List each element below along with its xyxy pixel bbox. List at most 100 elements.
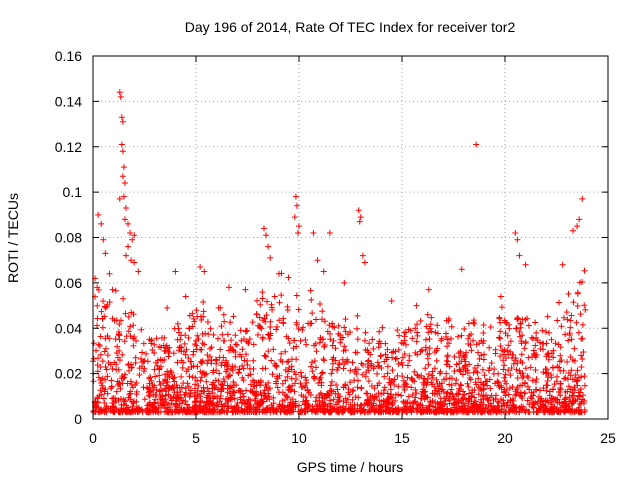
data-point xyxy=(200,388,207,395)
data-point xyxy=(558,357,565,364)
data-point xyxy=(262,382,269,389)
data-point xyxy=(273,378,280,385)
data-point xyxy=(574,377,581,384)
data-point xyxy=(241,401,248,408)
data-point xyxy=(259,334,266,341)
data-point xyxy=(135,268,142,275)
data-point xyxy=(220,311,227,318)
data-point xyxy=(502,319,509,326)
data-point xyxy=(327,336,334,343)
data-point xyxy=(119,351,126,358)
x-tick-label: 10 xyxy=(291,430,307,446)
data-point xyxy=(228,337,235,344)
y-tick-label: 0.06 xyxy=(55,275,82,291)
data-point xyxy=(384,370,391,377)
y-axis-label: ROTI / TECUs xyxy=(5,193,21,283)
data-point xyxy=(271,293,278,300)
data-point xyxy=(447,335,454,342)
data-point xyxy=(567,324,574,331)
data-point xyxy=(388,402,395,409)
data-point xyxy=(494,398,501,405)
data-point xyxy=(359,252,366,259)
data-point xyxy=(451,353,458,360)
data-point xyxy=(293,319,300,326)
data-point xyxy=(468,347,475,354)
data-point xyxy=(389,354,396,361)
data-point xyxy=(164,404,171,411)
data-point xyxy=(412,398,419,405)
data-point xyxy=(237,396,244,403)
data-point xyxy=(268,357,275,364)
data-point xyxy=(157,381,164,388)
data-point xyxy=(571,408,578,415)
data-point xyxy=(272,407,279,414)
data-point xyxy=(487,385,494,392)
data-point xyxy=(263,312,270,319)
data-point xyxy=(326,387,333,394)
data-point xyxy=(106,335,113,342)
data-point xyxy=(239,374,246,381)
data-point xyxy=(261,352,268,359)
data-point xyxy=(368,360,375,367)
data-point xyxy=(307,391,314,398)
data-point xyxy=(428,372,435,379)
data-point xyxy=(237,327,244,334)
data-point xyxy=(406,403,413,410)
data-point xyxy=(518,340,525,347)
data-point xyxy=(340,365,347,372)
data-point xyxy=(288,356,295,363)
data-point xyxy=(292,193,299,200)
data-point xyxy=(189,323,196,330)
data-point xyxy=(383,398,390,405)
data-point xyxy=(155,409,162,416)
data-point xyxy=(394,327,401,334)
data-point xyxy=(147,374,154,381)
data-point xyxy=(413,302,420,309)
data-point xyxy=(172,268,179,275)
data-point xyxy=(444,389,451,396)
data-point xyxy=(329,323,336,330)
data-point xyxy=(540,346,547,353)
data-point xyxy=(436,390,443,397)
data-point xyxy=(103,403,110,410)
data-point xyxy=(350,409,357,416)
data-point xyxy=(362,329,369,336)
data-point xyxy=(120,164,127,171)
x-tick-label: 15 xyxy=(394,430,410,446)
data-point xyxy=(471,394,478,401)
data-point xyxy=(123,333,130,340)
data-point xyxy=(389,367,396,374)
data-point xyxy=(130,322,137,329)
data-point xyxy=(194,391,201,398)
data-point xyxy=(559,261,566,268)
data-point xyxy=(100,236,107,243)
data-point xyxy=(337,336,344,343)
data-point xyxy=(191,393,198,400)
data-point xyxy=(376,402,383,409)
data-point xyxy=(458,266,465,273)
data-point xyxy=(312,398,319,405)
data-point xyxy=(445,340,452,347)
data-point xyxy=(116,195,123,202)
data-point xyxy=(176,408,183,415)
data-point xyxy=(291,214,298,221)
data-point xyxy=(562,331,569,338)
data-point xyxy=(177,343,184,350)
data-point xyxy=(218,401,225,408)
data-point xyxy=(277,357,284,364)
data-point xyxy=(245,372,252,379)
data-point xyxy=(247,388,254,395)
data-point xyxy=(117,93,124,100)
data-point xyxy=(337,332,344,339)
data-point xyxy=(133,398,140,405)
data-point xyxy=(313,348,320,355)
data-point xyxy=(382,403,389,410)
data-point xyxy=(451,368,458,375)
data-point xyxy=(357,402,364,409)
data-point xyxy=(221,402,228,409)
data-point xyxy=(197,358,204,365)
data-point xyxy=(519,332,526,339)
y-tick-label: 0.04 xyxy=(55,320,82,336)
data-point xyxy=(290,345,297,352)
data-point xyxy=(414,351,421,358)
